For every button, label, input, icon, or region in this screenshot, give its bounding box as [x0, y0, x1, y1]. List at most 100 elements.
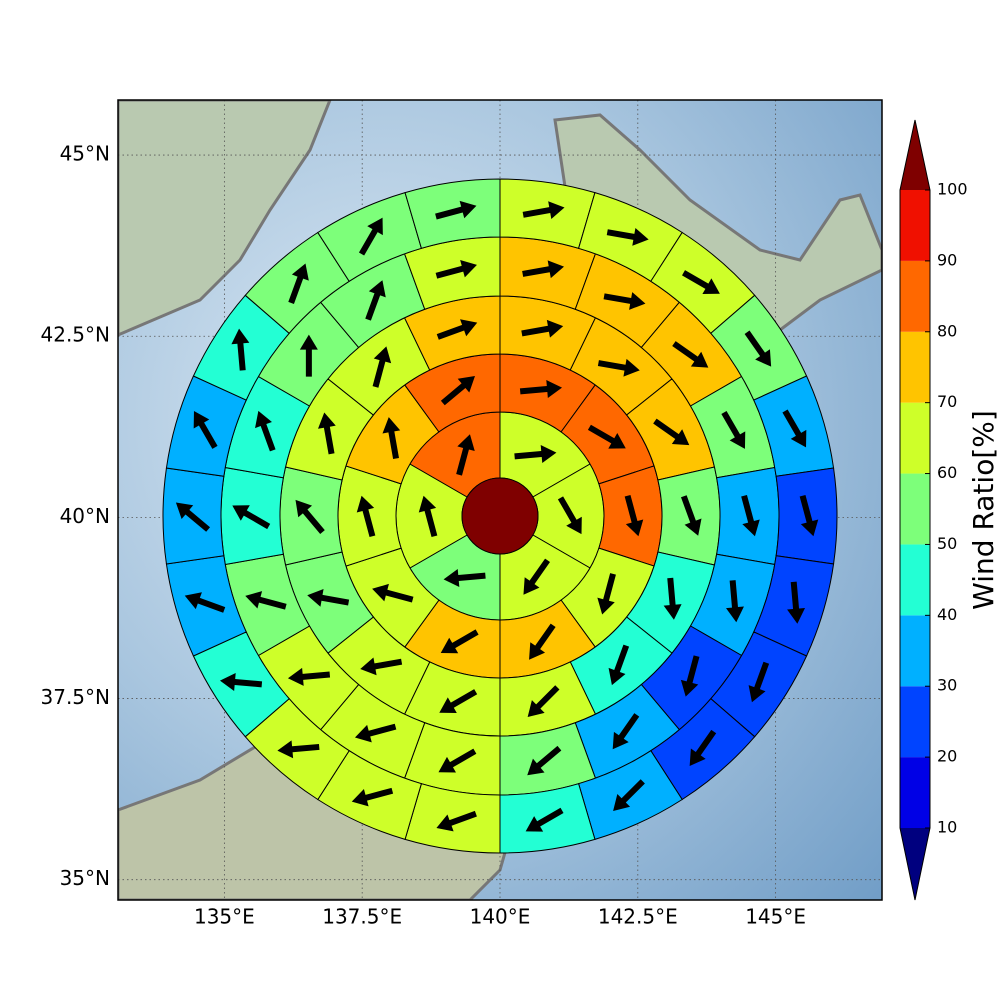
wind-arrow [354, 723, 397, 743]
wind-arrow [787, 581, 806, 624]
wind-arrow [680, 495, 702, 536]
x-tick-label: 137.5°E [322, 905, 402, 929]
wind-arrow [232, 505, 271, 530]
wind-arrow [443, 569, 486, 587]
colorbar-bin [900, 190, 930, 261]
wind-arrow [606, 228, 649, 246]
wind-arrow [597, 358, 640, 377]
wind-arrow [318, 412, 336, 455]
colorbar-tick-label: 30 [937, 676, 957, 695]
y-tick-label: 35°N [60, 866, 110, 890]
wind-arrow [612, 713, 640, 750]
wind-arrow [525, 807, 564, 832]
wind-arrow [295, 499, 325, 535]
wind-arrow [372, 583, 414, 603]
wind-arrow [299, 334, 318, 377]
y-tick-label: 45°N [60, 142, 110, 166]
colorbar: 10 20 30 40 50 60 70 80 90 100 [899, 119, 968, 901]
wind-arrow [603, 292, 646, 310]
wind-arrow [741, 494, 760, 537]
colorbar-bin [900, 757, 930, 828]
colorbar-tick-label: 80 [937, 321, 957, 340]
wind-arrow [358, 217, 383, 256]
wind-arrow [438, 748, 477, 773]
wind-arrow [522, 201, 565, 219]
wind-arrow [245, 591, 287, 610]
wind-arrow [557, 496, 582, 535]
colorbar-tick-label: 100 [937, 180, 968, 199]
wind-arrow [255, 410, 276, 452]
wind-arrow [519, 380, 563, 398]
x-tick-label: 135°E [194, 905, 255, 929]
y-tick-label: 37.5°N [41, 685, 111, 709]
colorbar-tick-label: 10 [937, 818, 957, 837]
wind-arrow [522, 260, 565, 279]
wind-arrow [184, 592, 226, 613]
wind-arrow [382, 417, 401, 460]
wind-arrow [219, 673, 263, 691]
axes: 135°E 137.5°E 140°E 142.5°E 145°E 35°N 37.5°N 4… [41, 142, 807, 929]
wind-arrow [613, 779, 645, 812]
colorbar-bin [900, 544, 930, 616]
wind-arrow [440, 376, 475, 406]
wind-arrow [439, 689, 478, 714]
wind-arrow [748, 661, 770, 703]
sectors [162, 178, 838, 854]
colorbar-bin [900, 402, 930, 474]
wind-arrow [435, 200, 477, 220]
center-disk [461, 477, 539, 555]
wind-arrow [307, 588, 350, 607]
wind-arrow [597, 573, 616, 615]
wind-arrow [689, 729, 717, 766]
wind-arrow [418, 495, 438, 538]
wind-arrow [175, 502, 211, 532]
wind-arrow [277, 740, 320, 759]
colorbar-tick-label: 70 [937, 392, 957, 411]
wind-arrow [287, 667, 331, 686]
wind-arrow [436, 319, 478, 340]
wind-arrow [372, 346, 392, 388]
colorbar-bin [900, 615, 930, 687]
x-tick-label: 145°E [745, 905, 806, 929]
wind-arrow [440, 629, 479, 654]
colorbar-label: Wind Ratio[%] [967, 410, 1000, 610]
wind-arrow [523, 558, 551, 595]
wind-arrow [288, 263, 309, 304]
wind-arrow [799, 494, 819, 537]
colorbar-bin [900, 686, 930, 758]
colorbar-tick-label: 90 [937, 250, 957, 269]
y-tick-label: 42.5°N [41, 323, 111, 347]
colorbar-tick-label: 20 [937, 747, 957, 766]
wind-arrow [726, 580, 744, 623]
y-tick-label: 40°N [60, 504, 110, 528]
wind-arrow [744, 330, 772, 367]
wind-arrow [608, 644, 630, 686]
map-frame [117, 99, 883, 901]
x-tick-label: 140°E [470, 905, 531, 929]
wind-arrow [231, 328, 250, 371]
wind-arrow [456, 434, 475, 476]
wind-arrow [360, 657, 403, 676]
wind-arrow [436, 810, 477, 832]
colorbar-tick-label: 60 [937, 463, 957, 482]
wind-arrow [527, 745, 562, 776]
wind-arrow [721, 410, 746, 449]
wind-arrow [624, 494, 644, 537]
wind-arrow [193, 411, 218, 449]
wind-arrow [782, 409, 807, 448]
wind-arrow [587, 424, 626, 449]
colorbar-bin [900, 260, 930, 332]
wind-arrow [521, 319, 564, 338]
colorbar-bin [900, 331, 930, 403]
colorbar-bin [900, 473, 930, 545]
colorbar-tick-label: 50 [937, 534, 957, 553]
wind-arrow [356, 495, 376, 538]
x-tick-label: 142.5°E [598, 905, 678, 929]
colorbar-tick-label: 40 [937, 605, 957, 624]
wind-arrow [529, 623, 556, 660]
arrows [175, 200, 819, 832]
wind-arrow [527, 685, 560, 718]
wind-arrow [435, 260, 477, 279]
colorbar-extend-min [900, 828, 930, 900]
